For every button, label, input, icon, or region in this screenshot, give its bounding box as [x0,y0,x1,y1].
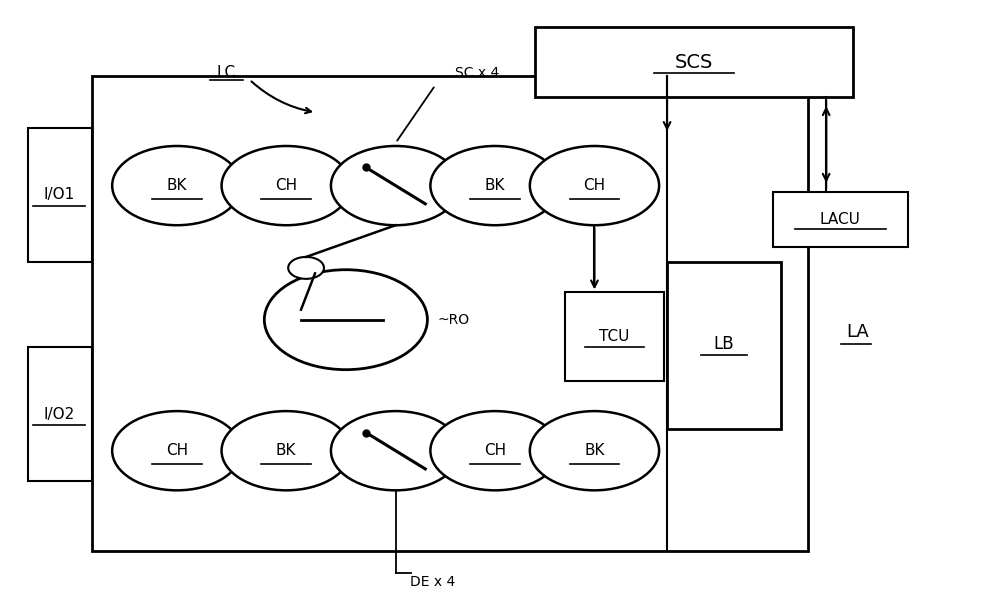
Bar [28,347,92,481]
Text: LACU: LACU [820,212,861,227]
Text: CH: CH [275,178,297,193]
Bar [535,27,853,97]
Circle shape [288,257,324,279]
Circle shape [530,146,659,225]
Circle shape [331,146,460,225]
Text: BK: BK [276,443,296,458]
Circle shape [331,411,460,490]
Bar [28,128,92,262]
Text: ~RO: ~RO [437,312,469,327]
Bar [667,262,781,429]
Circle shape [430,411,560,490]
Circle shape [222,146,351,225]
Circle shape [264,270,427,370]
Text: CH: CH [484,443,506,458]
Circle shape [112,146,241,225]
Text: I/O1: I/O1 [44,187,75,202]
Text: BK: BK [167,178,187,193]
Text: TCU: TCU [599,329,630,344]
Text: LB: LB [713,335,734,353]
Text: I/O2: I/O2 [44,407,75,422]
Text: SC x 4: SC x 4 [455,66,500,80]
Circle shape [530,411,659,490]
Text: CH: CH [166,443,188,458]
Bar [565,292,664,381]
Circle shape [222,411,351,490]
Text: SCS: SCS [675,53,713,72]
Circle shape [430,146,560,225]
Bar [773,192,908,247]
Bar [92,76,808,551]
Text: DE x 4: DE x 4 [411,575,456,589]
Text: BK: BK [485,178,505,193]
Text: LC: LC [217,65,236,81]
Text: BK: BK [584,443,605,458]
Text: LA: LA [847,323,869,341]
Circle shape [112,411,241,490]
Text: CH: CH [583,178,606,193]
